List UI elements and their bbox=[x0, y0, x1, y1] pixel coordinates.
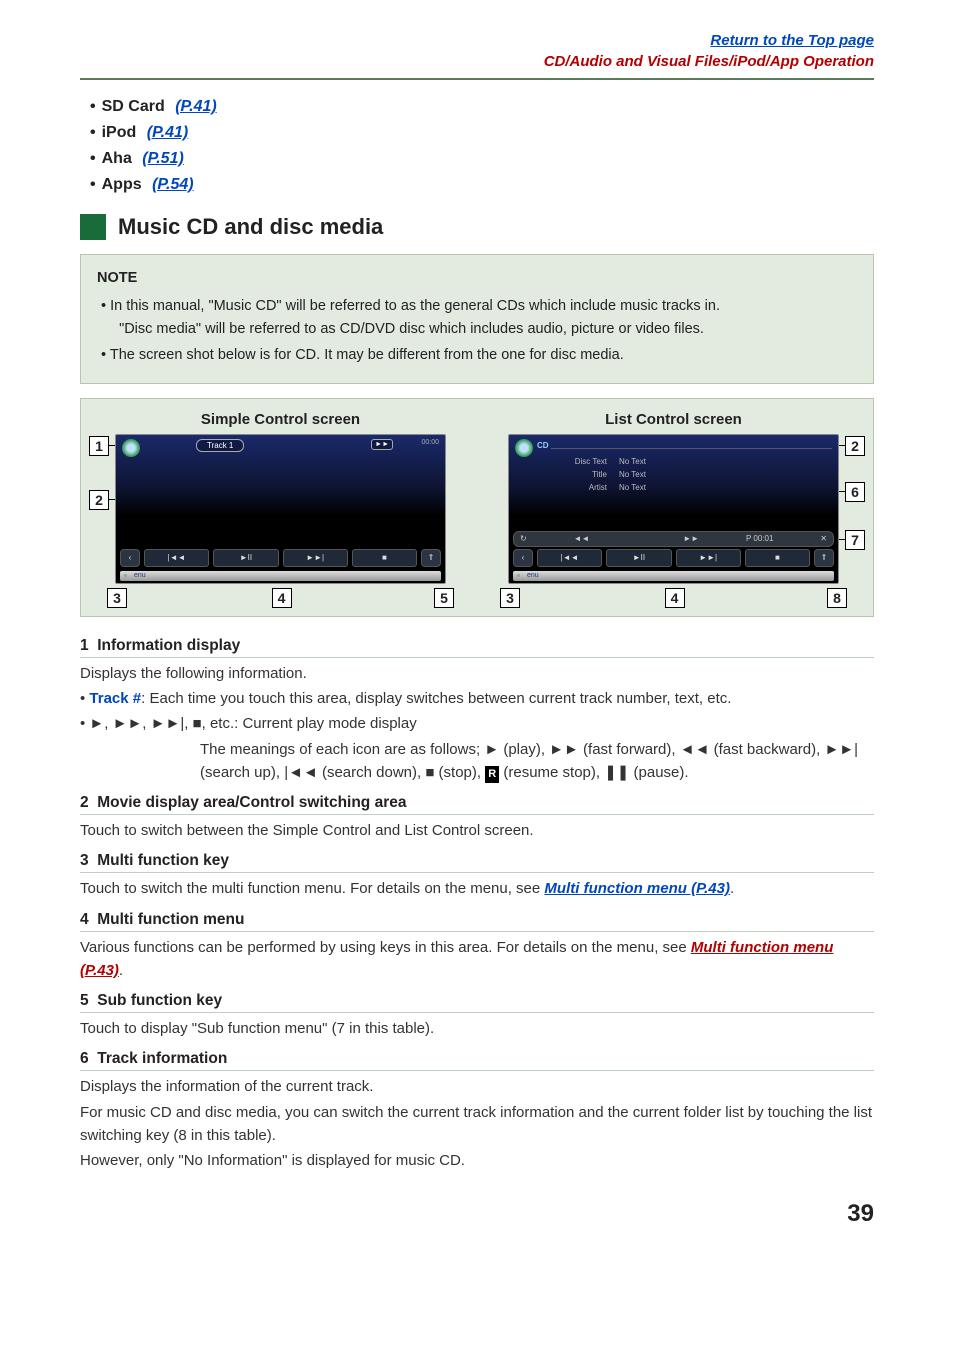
callout-3: 3 bbox=[500, 588, 520, 608]
page-link[interactable]: (P.54) bbox=[152, 176, 194, 193]
legend-item-2: 2 Movie display area/Control switching a… bbox=[80, 794, 874, 842]
control-bar: ‹ |◄◄ ►II ►►| ■ ⇑ bbox=[120, 549, 441, 567]
callout-4: 4 bbox=[665, 588, 685, 608]
callout-8: 8 bbox=[827, 588, 847, 608]
legend: 1 Information display Displays the follo… bbox=[80, 637, 874, 1173]
track-label: Track 1 bbox=[196, 439, 244, 452]
toc-list: •SD Card (P.41) •iPod (P.41) •Aha (P.51)… bbox=[90, 98, 874, 194]
list-control-column: List Control screen 2 6 7 CD Disc TextNo… bbox=[484, 411, 863, 584]
callout-4: 4 bbox=[272, 588, 292, 608]
simple-screen: Track 1 ►► 00:00 ‹ |◄◄ ►II ►►| ■ ⇑ enu bbox=[115, 434, 446, 584]
toc-item: •iPod (P.41) bbox=[90, 124, 874, 142]
up-arrow-icon: ⇑ bbox=[421, 549, 441, 567]
page-number: 39 bbox=[80, 1200, 874, 1228]
prev-button: |◄◄ bbox=[537, 549, 602, 567]
screen-title: List Control screen bbox=[484, 411, 863, 428]
section-icon bbox=[80, 214, 106, 240]
multi-function-link[interactable]: Multi function menu (P.43) bbox=[544, 880, 730, 897]
page-link[interactable]: (P.41) bbox=[147, 124, 189, 141]
section-header: Music CD and disc media bbox=[80, 214, 874, 240]
header-links: Return to the Top page CD/Audio and Visu… bbox=[80, 30, 874, 72]
list-screen: CD Disc TextNo Text TitleNo Text ArtistN… bbox=[508, 434, 839, 584]
callout-2: 2 bbox=[845, 436, 865, 456]
prev-button: |◄◄ bbox=[144, 549, 209, 567]
note-line: • The screen shot below is for CD. It ma… bbox=[97, 344, 857, 366]
sub-function-bar: ↻ ◄◄ ►► P 00:01 ✕ bbox=[513, 531, 834, 547]
note-box: NOTE • In this manual, "Music CD" will b… bbox=[80, 254, 874, 384]
screen-title: Simple Control screen bbox=[91, 411, 470, 428]
toc-item: •Aha (P.51) bbox=[90, 150, 874, 168]
repeat-icon: ↻ bbox=[520, 534, 527, 543]
stop-button: ■ bbox=[745, 549, 810, 567]
section-title: Music CD and disc media bbox=[118, 214, 383, 240]
callout-6: 6 bbox=[845, 482, 865, 502]
status-bar: enu bbox=[513, 571, 834, 581]
stop-button: ■ bbox=[352, 549, 417, 567]
ff-icon: ►► bbox=[371, 439, 393, 450]
play-button: ►II bbox=[213, 549, 278, 567]
next-button: ►►| bbox=[676, 549, 741, 567]
left-arrow-icon: ‹ bbox=[513, 549, 533, 567]
legend-item-5: 5 Sub function key Touch to display "Sub… bbox=[80, 992, 874, 1040]
top-page-link[interactable]: Return to the Top page bbox=[710, 32, 874, 49]
callout-1: 1 bbox=[89, 436, 109, 456]
page-link[interactable]: (P.51) bbox=[142, 150, 184, 167]
simple-control-column: Simple Control screen 1 2 Track 1 ►► 00:… bbox=[91, 411, 470, 584]
time-label: P 00:01 bbox=[746, 534, 773, 543]
status-bar: enu bbox=[120, 571, 441, 581]
legend-item-1: 1 Information display Displays the follo… bbox=[80, 637, 874, 784]
callout-3: 3 bbox=[107, 588, 127, 608]
screens-container: Simple Control screen 1 2 Track 1 ►► 00:… bbox=[80, 398, 874, 617]
next-button: ►►| bbox=[283, 549, 348, 567]
legend-item-3: 3 Multi function key Touch to switch the… bbox=[80, 852, 874, 900]
ff-icon: ►► bbox=[683, 534, 699, 543]
control-bar: ‹ |◄◄ ►II ►►| ■ ⇑ bbox=[513, 549, 834, 567]
callout-2: 2 bbox=[89, 490, 109, 510]
play-button: ►II bbox=[606, 549, 671, 567]
page-link[interactable]: (P.41) bbox=[175, 98, 217, 115]
toc-item: •SD Card (P.41) bbox=[90, 98, 874, 116]
disc-icon bbox=[515, 439, 533, 457]
note-title: NOTE bbox=[97, 267, 857, 289]
time-label: 00:00 bbox=[421, 439, 439, 446]
note-line: • In this manual, "Music CD" will be ref… bbox=[97, 295, 857, 340]
divider bbox=[80, 78, 874, 80]
toc-item: •Apps (P.54) bbox=[90, 176, 874, 194]
left-arrow-icon: ‹ bbox=[120, 549, 140, 567]
callout-5: 5 bbox=[434, 588, 454, 608]
legend-item-4: 4 Multi function menu Various functions … bbox=[80, 911, 874, 983]
track-info-table: Disc TextNo Text TitleNo Text ArtistNo T… bbox=[557, 455, 808, 494]
disc-icon bbox=[122, 439, 140, 457]
cd-label: CD bbox=[537, 441, 549, 450]
close-icon: ✕ bbox=[820, 534, 827, 543]
rewind-icon: ◄◄ bbox=[574, 534, 590, 543]
up-arrow-icon: ⇑ bbox=[814, 549, 834, 567]
breadcrumb-link[interactable]: CD/Audio and Visual Files/iPod/App Opera… bbox=[544, 53, 874, 70]
legend-item-6: 6 Track information Displays the informa… bbox=[80, 1050, 874, 1172]
callout-7: 7 bbox=[845, 530, 865, 550]
